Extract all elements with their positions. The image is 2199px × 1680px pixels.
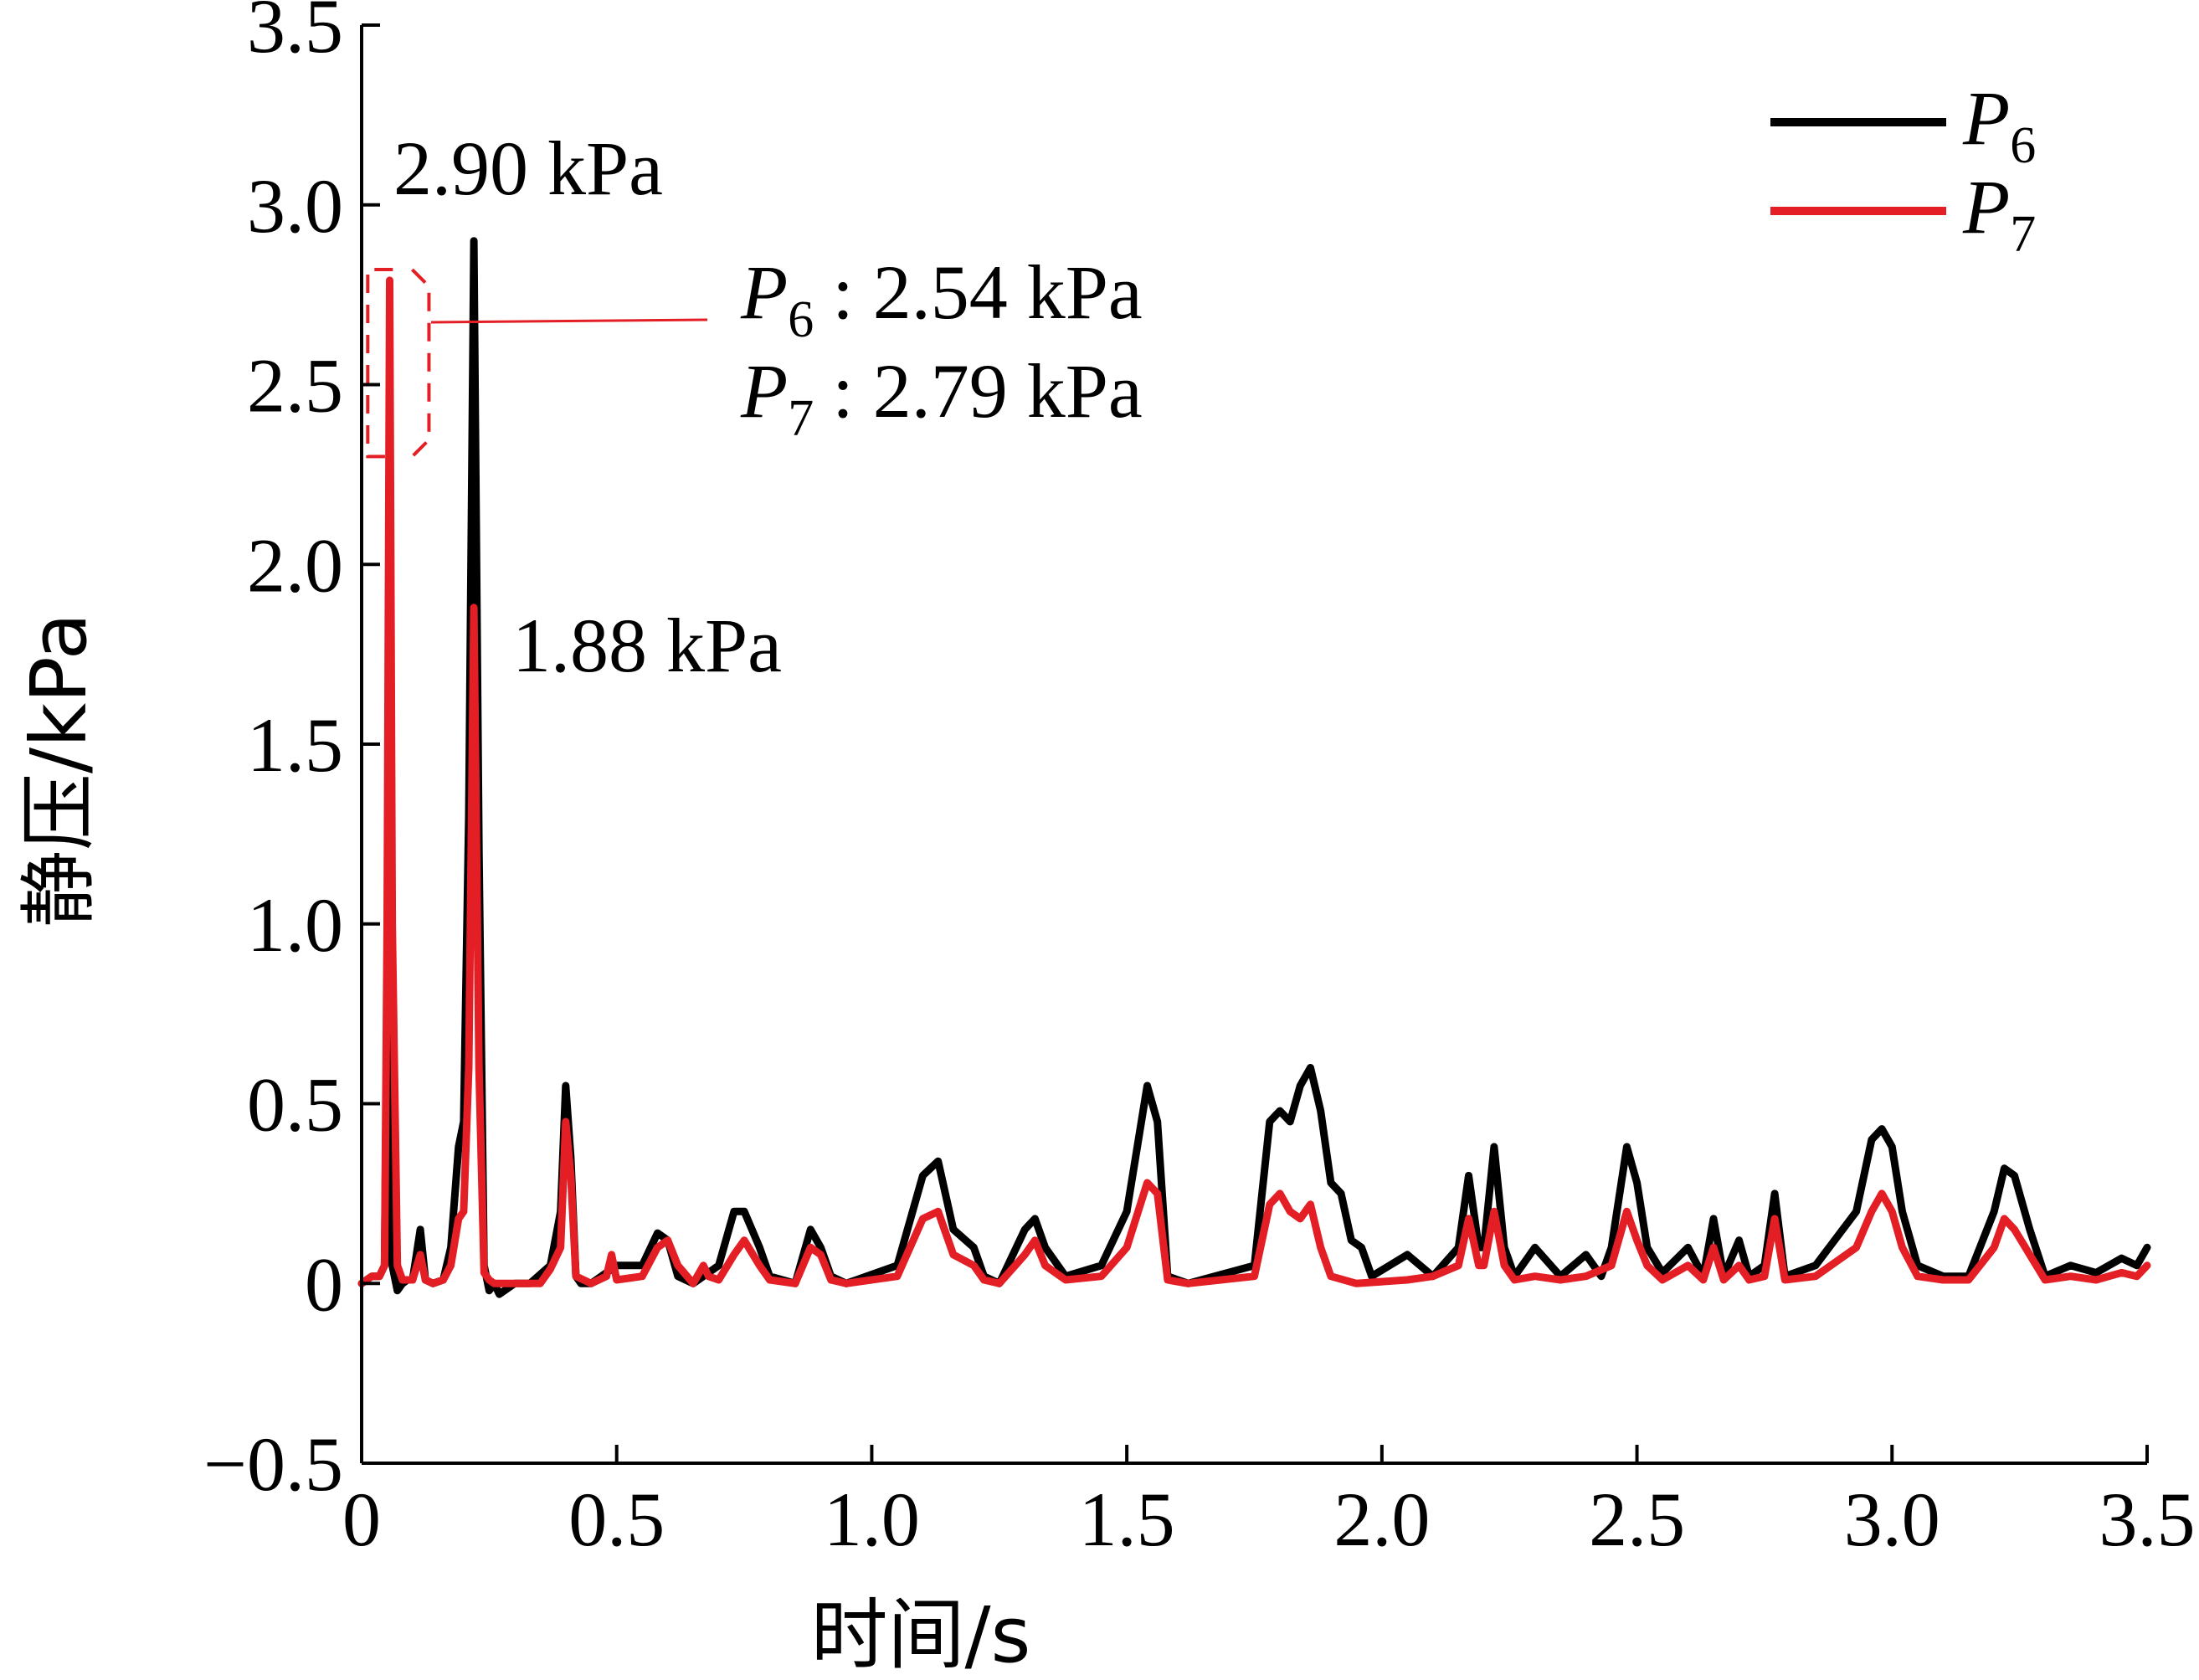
y-axis-label: 静压/kPa: [14, 613, 104, 927]
annotation-first-peak-p7: P7 : 2.79 kPa: [740, 348, 1143, 447]
annotation-peak-p6: 2.90 kPa: [393, 126, 663, 211]
x-tick-label: 3.5: [2099, 1477, 2196, 1562]
y-tick-label: 3.0: [247, 163, 343, 249]
y-ticks: −0.5 0 0.5 1.0 1.5 2.0 2.5 3.0 3.5: [203, 0, 380, 1507]
series-line-p6: [357, 237, 2151, 1298]
y-tick-label: 3.5: [247, 0, 343, 69]
annotation-p7-symbol: P: [740, 348, 788, 434]
y-tick-label: 1.5: [247, 702, 343, 788]
legend-label-p6: P6: [1962, 75, 2036, 174]
x-tick-label: 1.5: [1079, 1477, 1175, 1562]
plot-area: [357, 237, 2151, 1298]
annotation-connector: [430, 318, 708, 324]
annotation-peak-p7-second: 1.88 kPa: [512, 603, 782, 688]
axes: −0.500.51.01.52.02.53.03.5 0 0.5 1.0 1.5 2.0…: [203, 0, 2195, 1562]
x-ticks: 0 0.5 1.0 1.5 2.0 2.5 3.0 3.5: [342, 1445, 2196, 1562]
series-p6-group: [357, 237, 2151, 1298]
highlight-bracket: [366, 268, 431, 459]
y-tick-label: 2.0: [247, 522, 343, 608]
series-p7-group: [357, 276, 2151, 1287]
legend-label-p7: P7: [1962, 164, 2036, 263]
y-tick-label: 0.5: [247, 1062, 343, 1148]
y-tick-label: 1.0: [247, 882, 343, 968]
x-tick-label: 0: [342, 1477, 381, 1562]
x-tick-label: 0.5: [568, 1477, 665, 1562]
y-tick-label: 0: [305, 1241, 343, 1327]
x-tick-label: 2.0: [1333, 1477, 1430, 1562]
annotation-p6-sub: 6: [788, 291, 814, 348]
series-line-p7: [357, 276, 2151, 1287]
annotation-p7-value: : 2.79 kPa: [832, 348, 1143, 434]
annotation-p6-symbol: P: [740, 249, 788, 335]
legend: P6 P7: [1770, 75, 2036, 263]
x-tick-label: 2.5: [1589, 1477, 1685, 1562]
annotation-p6-value: : 2.54 kPa: [832, 249, 1143, 335]
x-axis-label: 时间/s: [811, 1590, 1031, 1680]
x-tick-label: 3.0: [1844, 1477, 1940, 1562]
x-tick-label: 1.0: [824, 1477, 920, 1562]
y-tick-label: −0.5: [203, 1421, 343, 1507]
annotation-p7-sub: 7: [788, 390, 814, 447]
highlight-box: [366, 268, 431, 459]
annotation-first-peak-p6: P6 : 2.54 kPa: [740, 249, 1143, 348]
y-tick-label: 2.5: [247, 343, 343, 429]
